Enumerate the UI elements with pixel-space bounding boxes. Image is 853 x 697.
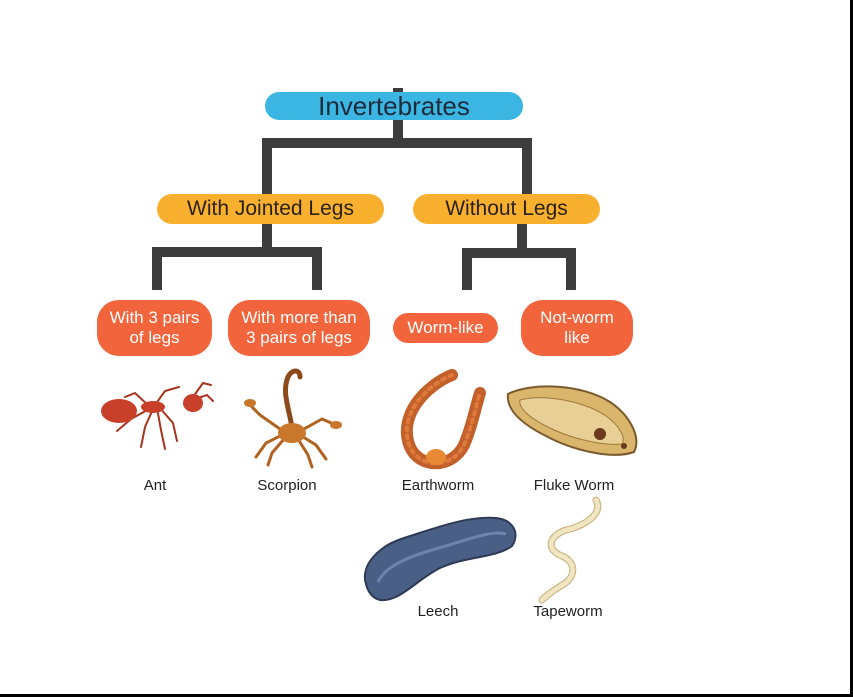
category-label-line2: like	[564, 328, 590, 347]
category-node-not-worm-like: Not-worm like	[521, 300, 633, 356]
branch-node-without-legs: Without Legs	[413, 194, 600, 224]
fluke-worm-icon	[506, 385, 638, 456]
category-label-line2: 3 pairs of legs	[246, 328, 352, 347]
ant-icon	[101, 381, 214, 450]
root-label: Invertebrates	[318, 90, 470, 121]
branch-label: With Jointed Legs	[187, 197, 354, 220]
category-node-three-pairs: With 3 pairs of legs	[97, 300, 212, 356]
category-label-line1: Worm-like	[407, 318, 484, 337]
category-label-line1: With more than	[241, 308, 357, 327]
branch-label: Without Legs	[445, 197, 568, 220]
earthworm-icon	[400, 369, 486, 470]
animal-label-leech: Leech	[417, 603, 459, 620]
animal-label-fluke-worm: Fluke Worm	[533, 477, 615, 494]
animal-label-earthworm: Earthworm	[401, 477, 475, 494]
leech-icon	[363, 516, 517, 602]
branch-node-jointed-legs: With Jointed Legs	[157, 194, 384, 224]
category-node-more-pairs: With more than 3 pairs of legs	[228, 300, 370, 356]
category-label-line1: Not-worm	[540, 308, 614, 327]
category-label-line1: With 3 pairs	[109, 308, 200, 327]
tapeworm-icon	[538, 496, 602, 604]
animal-label-ant: Ant	[143, 477, 167, 494]
scorpion-icon	[244, 368, 342, 469]
category-node-worm-like: Worm-like	[393, 313, 498, 343]
root-node-invertebrates: Invertebrates	[265, 90, 523, 121]
animal-label-scorpion: Scorpion	[257, 477, 317, 494]
category-label-line2: of legs	[129, 328, 180, 347]
animal-label-tapeworm: Tapeworm	[533, 603, 603, 620]
